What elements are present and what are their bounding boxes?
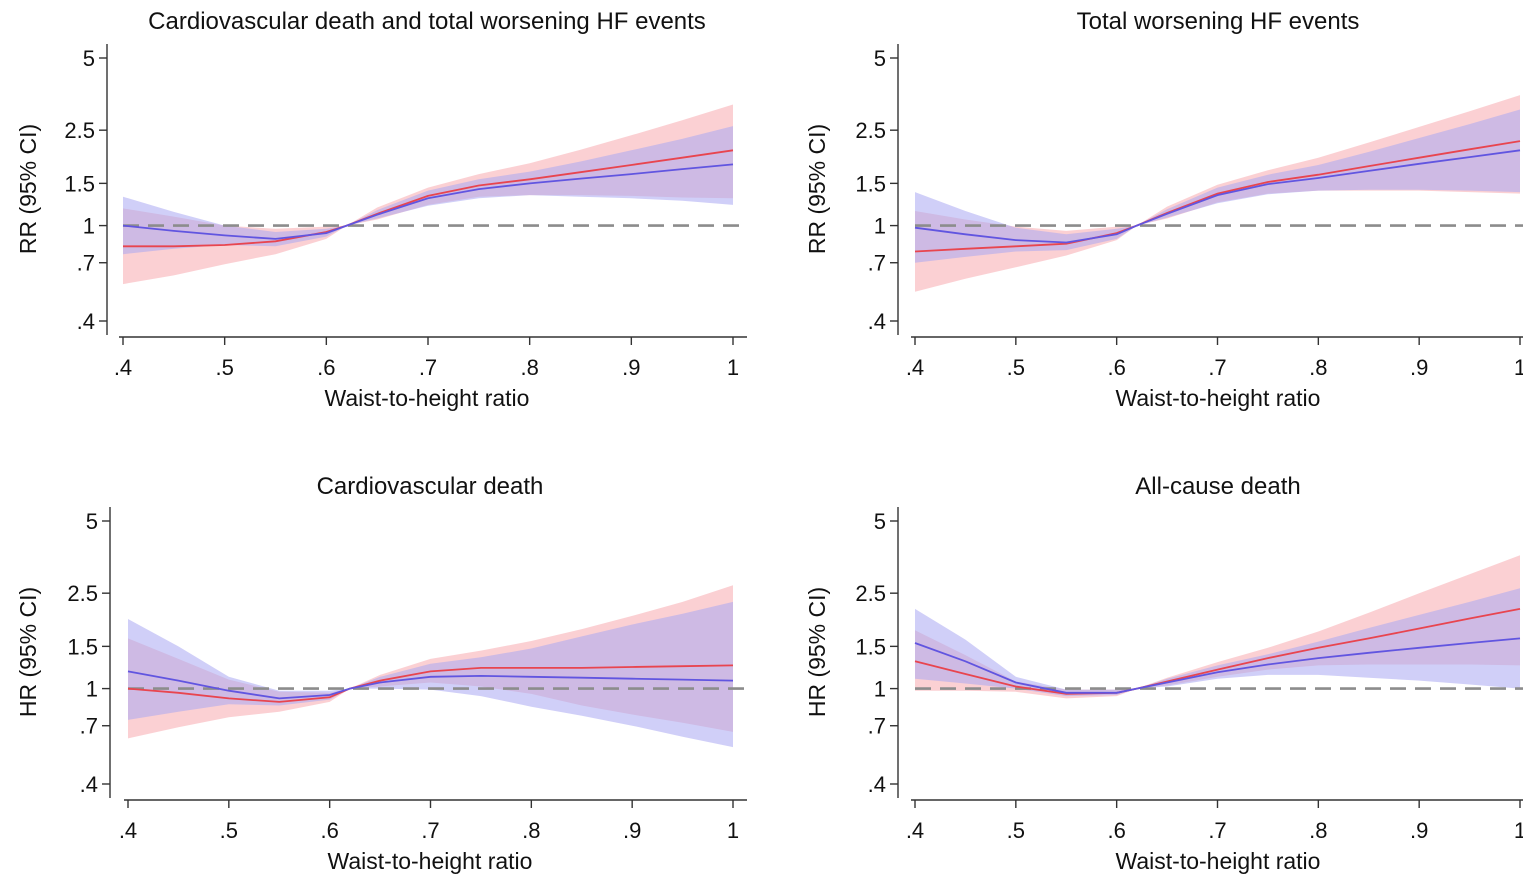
x-tick-label: .7	[1208, 355, 1226, 380]
x-tick-label: .5	[1007, 355, 1025, 380]
x-tick-label: .6	[1107, 355, 1125, 380]
series-line-red	[914, 608, 1521, 695]
confidence-band-blue	[123, 126, 733, 255]
x-tick-label: .6	[1107, 818, 1125, 843]
y-axis-title: HR (95% CI)	[15, 587, 41, 717]
x-tick-label: .4	[906, 355, 924, 380]
y-tick-label: .7	[868, 714, 886, 739]
chart-panel-total-worsening-hf: Total worsening HF events Waist-to-heigh…	[804, 8, 1523, 411]
confidence-band-blue	[128, 601, 733, 748]
y-tick-label: 1.5	[855, 634, 886, 659]
x-tick-label: .8	[1309, 355, 1327, 380]
y-tick-label: 5	[86, 509, 98, 534]
y-tick-label: 2.5	[64, 118, 95, 143]
chart-title: Cardiovascular death	[317, 473, 544, 500]
x-tick-label: .4	[119, 818, 137, 843]
x-tick-label: .7	[419, 355, 437, 380]
chart-panel-cv-death: Cardiovascular death Waist-to-height rat…	[15, 473, 747, 874]
y-tick-label: 1	[874, 214, 886, 239]
x-tick-label: .9	[1410, 818, 1428, 843]
series-line-red	[127, 664, 734, 703]
y-axis-title: RR (95% CI)	[804, 124, 830, 254]
axes: .4 .7 1 1.5 2.5 5 .4 .5 .6 .7 .8 .9 1	[855, 44, 1523, 380]
y-tick-label: 5	[874, 46, 886, 71]
x-tick-label: .6	[317, 355, 335, 380]
y-tick-label: 2.5	[67, 581, 98, 606]
chart-panel-cv-death-and-worsening-hf: Cardiovascular death and total worsening…	[15, 8, 747, 411]
x-tick-label: .9	[622, 355, 640, 380]
x-tick-label: .8	[1309, 818, 1327, 843]
y-tick-label: 1	[83, 214, 95, 239]
y-tick-label: .4	[80, 772, 98, 797]
series-line-red	[914, 140, 1521, 253]
confidence-band-blue	[915, 109, 1520, 263]
plot-area	[127, 585, 747, 748]
y-tick-label: 1	[874, 677, 886, 702]
x-axis-title: Waist-to-height ratio	[328, 848, 533, 874]
x-tick-label: 1	[727, 355, 739, 380]
x-tick-label: .4	[114, 355, 132, 380]
axes: .4 .7 1 1.5 2.5 5 .4 .5 .6 .7 .8 .9 1	[64, 44, 747, 380]
x-axis-title: Waist-to-height ratio	[325, 385, 530, 411]
y-tick-label: 5	[83, 46, 95, 71]
y-tick-label: 1.5	[855, 171, 886, 196]
x-tick-label: .5	[215, 355, 233, 380]
y-tick-label: 1.5	[67, 634, 98, 659]
x-tick-label: 1	[1514, 818, 1523, 843]
x-tick-label: .8	[522, 818, 540, 843]
chart-title: Cardiovascular death and total worsening…	[148, 8, 706, 35]
x-tick-label: .4	[906, 818, 924, 843]
x-axis-title: Waist-to-height ratio	[1116, 848, 1321, 874]
x-tick-label: .7	[1208, 818, 1226, 843]
y-axis-title: RR (95% CI)	[15, 124, 41, 254]
y-tick-label: 2.5	[855, 118, 886, 143]
y-tick-label: .7	[80, 714, 98, 739]
series-line-blue	[914, 149, 1521, 244]
series-line-blue	[914, 637, 1521, 694]
y-tick-label: 2.5	[855, 581, 886, 606]
y-tick-label: .7	[868, 251, 886, 276]
y-tick-label: .4	[868, 309, 886, 334]
plot-area	[914, 95, 1523, 292]
axes: .4 .7 1 1.5 2.5 5 .4 .5 .6 .7 .8 .9 1	[855, 507, 1523, 843]
x-tick-label: .9	[1410, 355, 1428, 380]
y-tick-label: 1	[86, 677, 98, 702]
chart-title: Total worsening HF events	[1077, 8, 1360, 35]
x-tick-label: .6	[320, 818, 338, 843]
series-line-red	[123, 149, 734, 248]
y-axis-title: HR (95% CI)	[804, 587, 830, 717]
x-tick-label: 1	[1514, 355, 1523, 380]
x-axis-title: Waist-to-height ratio	[1116, 385, 1321, 411]
plot-area	[122, 104, 747, 285]
x-tick-label: .5	[1007, 818, 1025, 843]
series-line-blue	[127, 670, 734, 700]
axes: .4 .7 1 1.5 2.5 5 .4 .5 .6 .7 .8 .9 1	[67, 507, 747, 843]
x-tick-label: .9	[623, 818, 641, 843]
plot-area	[914, 555, 1523, 699]
chart-title: All-cause death	[1135, 473, 1300, 500]
confidence-band-blue	[915, 588, 1520, 697]
y-tick-label: 1.5	[64, 171, 95, 196]
x-tick-label: .5	[220, 818, 238, 843]
y-tick-label: .4	[868, 772, 886, 797]
x-tick-label: .7	[421, 818, 439, 843]
y-tick-label: .7	[77, 251, 95, 276]
series-line-blue	[122, 163, 734, 240]
y-tick-label: .4	[77, 309, 95, 334]
y-tick-label: 5	[874, 509, 886, 534]
x-tick-label: .8	[520, 355, 538, 380]
x-tick-label: 1	[727, 818, 739, 843]
chart-panel-all-cause-death: All-cause death Waist-to-height ratio HR…	[804, 473, 1523, 874]
